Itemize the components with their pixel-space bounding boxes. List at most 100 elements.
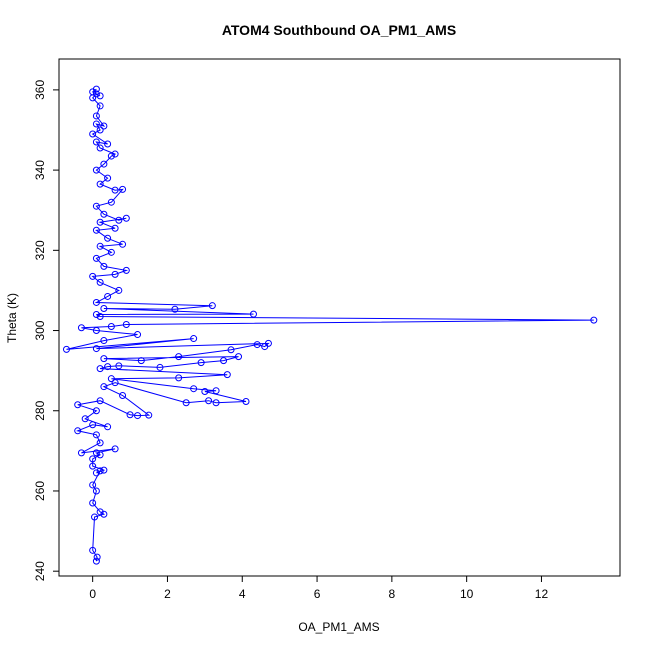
y-tick-label: 280 [33,400,47,420]
data-point [107,375,115,383]
data-point [100,122,108,130]
data-point [171,305,179,313]
data-point [111,445,119,453]
data-point [89,455,97,463]
data-point [235,353,243,361]
data-point [104,423,112,431]
data-point [92,298,100,306]
data-point [100,337,108,345]
data-point [77,324,85,332]
data-point [111,270,119,278]
data-point [122,321,130,329]
data-point [220,357,228,365]
data-point [111,379,119,387]
data-point [100,304,108,312]
data-point [89,481,97,489]
x-axis-label: OA_PM1_AMS [298,620,379,634]
data-point [92,90,100,98]
data-point [96,312,104,320]
data-point [134,412,142,420]
y-tick-label: 320 [33,240,47,260]
data-point [96,467,104,475]
y-tick-label: 340 [33,160,47,180]
data-point [100,510,108,518]
data-point [89,421,97,429]
chart-title: ATOM4 Southbound OA_PM1_AMS [222,22,456,38]
data-point [96,144,104,152]
data-point [104,292,112,300]
data-point [212,387,220,395]
data-point [89,462,97,470]
data-point [107,248,115,256]
data-point [205,397,213,405]
data-point [96,242,104,250]
plot-area [62,85,598,565]
data-point [89,499,97,507]
x-tick-label: 6 [314,587,321,601]
data-point [104,140,112,148]
data-point [249,310,257,318]
x-tick-label: 4 [239,587,246,601]
data-point [190,385,198,393]
y-tick-label: 360 [33,80,47,100]
data-point [223,371,231,379]
data-point [96,218,104,226]
x-tick-label: 10 [460,587,474,601]
x-tick-label: 8 [389,587,396,601]
x-tick-label: 12 [535,587,549,601]
data-point [107,152,115,160]
data-point [89,272,97,280]
y-tick-label: 260 [33,481,47,501]
data-point [100,383,108,391]
data-point [175,353,183,361]
data-point [74,427,82,435]
data-point [104,174,112,182]
data-point [119,240,127,248]
data-point [96,508,104,516]
data-point [91,513,99,521]
data-point [92,310,100,318]
data-point [74,401,82,409]
data-point [92,487,100,495]
data-point [92,557,100,565]
y-tick-label: 300 [33,320,47,340]
data-point [590,316,598,324]
data-point [156,363,164,371]
data-point [96,439,104,447]
data-point [92,120,100,128]
data-point [100,466,108,474]
data-point [92,469,100,477]
data-point [96,92,104,100]
data-point [77,449,85,457]
data-point [96,126,104,134]
data-point [111,224,119,232]
x-tick-label: 2 [164,587,171,601]
data-point [92,254,100,262]
data-point [100,160,108,168]
data-point [92,327,100,335]
data-point [96,365,104,373]
data-point [100,262,108,270]
data-point [115,216,123,224]
data-point [62,345,70,353]
data-point [212,399,220,407]
data-point [104,234,112,242]
data-point [126,411,134,419]
data-point [89,130,97,138]
data-point [197,359,205,367]
data-point [115,362,123,370]
data-point [137,357,145,365]
data-point [92,112,100,120]
data-point [96,397,104,405]
data-point [242,398,250,406]
data-point [119,185,127,193]
data-point [175,374,183,382]
data-point [81,415,89,423]
data-point [100,210,108,218]
data-point [96,180,104,188]
data-point [92,85,100,93]
y-axis: 240 260 280 300 320 340 360 [33,80,59,581]
data-point [208,302,216,310]
data-point [92,407,100,415]
